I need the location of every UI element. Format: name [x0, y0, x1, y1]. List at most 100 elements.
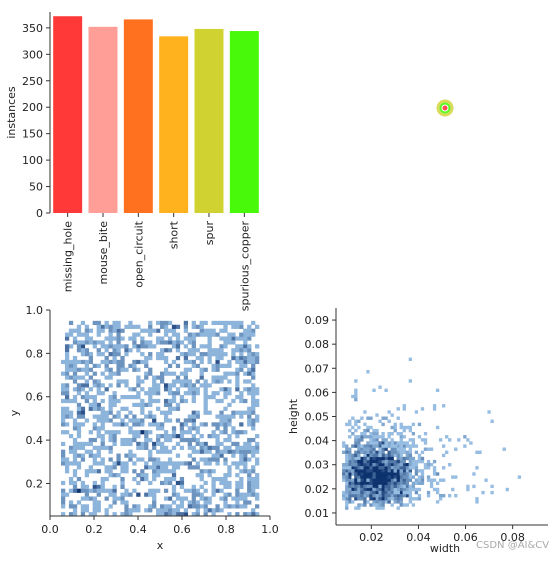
wh-hist-cell: [396, 459, 400, 464]
xy-hist-cell: [227, 340, 232, 345]
wh-hist-cell: [405, 494, 409, 498]
xy-hist-cell: [152, 461, 157, 466]
xy-hist-cell: [239, 324, 244, 329]
xy-hist-cell: [219, 480, 224, 486]
xy-hist-cell: [144, 434, 149, 439]
wh-hist-cell: [354, 478, 358, 482]
xy-hist-cell: [124, 469, 129, 474]
wh-hist-cell: [393, 459, 397, 464]
xy-hist-cell: [112, 492, 117, 497]
xy-hist-cell: [203, 387, 208, 392]
xy-hist-cell: [132, 324, 137, 329]
bar-open_circuit: [123, 19, 153, 214]
wh-hist-cell: [372, 466, 376, 470]
wh-hist-cell: [405, 503, 409, 507]
xy-hist-cell: [255, 414, 260, 419]
xy-hist-cell: [251, 426, 256, 431]
wh-hist-cell: [472, 484, 476, 489]
xy-hist-cell: [191, 418, 196, 423]
xy-hist-cell: [92, 445, 97, 450]
wh-hist-cell: [387, 494, 391, 498]
xy-hist-cell: [223, 320, 228, 326]
xy-hist-cell: [108, 324, 113, 329]
wh-hist-cell: [390, 441, 394, 445]
xy-hist-cell: [163, 414, 169, 419]
xy-hist-cell: [144, 430, 149, 435]
xy-hist-cell: [152, 418, 157, 423]
wh-hist-cell: [345, 472, 349, 476]
xy-hist-cell: [195, 348, 200, 353]
wh-hist-cell: [420, 472, 425, 476]
wh-hist-cell: [445, 450, 449, 454]
xy-hist-cell: [167, 457, 173, 462]
xy-hist-cell: [211, 488, 216, 493]
wh-hist-cell: [387, 475, 391, 479]
wh-hist-cell: [399, 459, 403, 464]
xy-hist-cell: [243, 332, 248, 337]
wh-hist-cell: [354, 379, 358, 383]
wh-hist-cell: [354, 388, 358, 392]
wh-hist-cell: [442, 404, 446, 408]
xy-hist-cell: [116, 336, 121, 341]
xy-hist-cell: [215, 348, 220, 353]
xy-hist-cell: [144, 461, 149, 466]
xy-hist-cell: [120, 355, 125, 361]
wh-hist-cell: [363, 466, 367, 470]
xy-hist-cell: [195, 426, 200, 431]
xy-hist-cell: [219, 320, 224, 326]
xy-hist-cell: [156, 383, 161, 388]
xy-hist-cell: [76, 324, 82, 329]
wh-hist-cell: [363, 453, 367, 458]
xy-hist-cell: [187, 352, 192, 357]
xy-hist-cell: [163, 469, 169, 474]
scatter-point-mid: [439, 102, 451, 114]
wh-hist-cell: [366, 487, 370, 492]
xy-hist-cell: [76, 488, 82, 493]
xy-hist-cell: [64, 414, 70, 419]
xy-hist-cell: [112, 398, 117, 404]
xy-hist-cell: [128, 320, 133, 326]
wh-hist-cell: [399, 500, 403, 504]
xy-hist-cell: [251, 406, 256, 411]
xy-hist-cell: [112, 371, 117, 376]
wh-hist-cell: [393, 497, 397, 501]
xy-hist-cell: [251, 332, 256, 337]
wh-hist-cell: [387, 466, 391, 470]
xy-hist-cell: [136, 324, 141, 329]
xy-hist-cell: [84, 391, 90, 396]
xy-hist-cell: [227, 445, 232, 450]
xy-hist-cell: [223, 461, 228, 466]
xy-hist-cell: [255, 473, 260, 478]
xy-hist-cell: [144, 508, 149, 513]
xy-hist-cell: [227, 492, 232, 497]
wh-hist-cell: [393, 478, 397, 482]
xy-hist-cell: [227, 336, 232, 341]
xy-hist-cell: [104, 418, 109, 423]
xy-hist-cell: [255, 457, 260, 462]
wh-hist-cell: [490, 490, 494, 495]
xy-hist-cell: [191, 340, 196, 345]
xy-hist-cell: [160, 348, 165, 353]
xy-hist-cell: [255, 402, 260, 408]
xy-hist-cell: [104, 496, 109, 501]
xy-hist-cell: [144, 355, 149, 361]
xy-hist-cell: [251, 508, 256, 513]
wh-hist-cell: [372, 453, 376, 458]
xy-hist-cell: [187, 441, 192, 447]
xy-hist-cell: [171, 383, 177, 388]
xy-hist-cell: [100, 461, 105, 466]
xy-hist-cell: [195, 465, 200, 470]
wh-hist-cell: [390, 469, 394, 473]
xy-hist-cell: [132, 344, 137, 349]
xy-hist-cell: [136, 441, 141, 447]
xy-hist-cell: [195, 324, 200, 329]
xy-hist-cell: [72, 363, 78, 368]
wh-hist-cell: [369, 494, 373, 498]
wh-hist-cell: [402, 475, 406, 479]
xy-hist-cell: [203, 449, 208, 454]
wh-hist-cell: [402, 472, 406, 476]
xy-hist-cell: [120, 480, 125, 486]
xy-hist-cell: [235, 395, 240, 400]
wh-hist-cell: [393, 450, 397, 454]
xy-hist-cell: [219, 488, 224, 493]
